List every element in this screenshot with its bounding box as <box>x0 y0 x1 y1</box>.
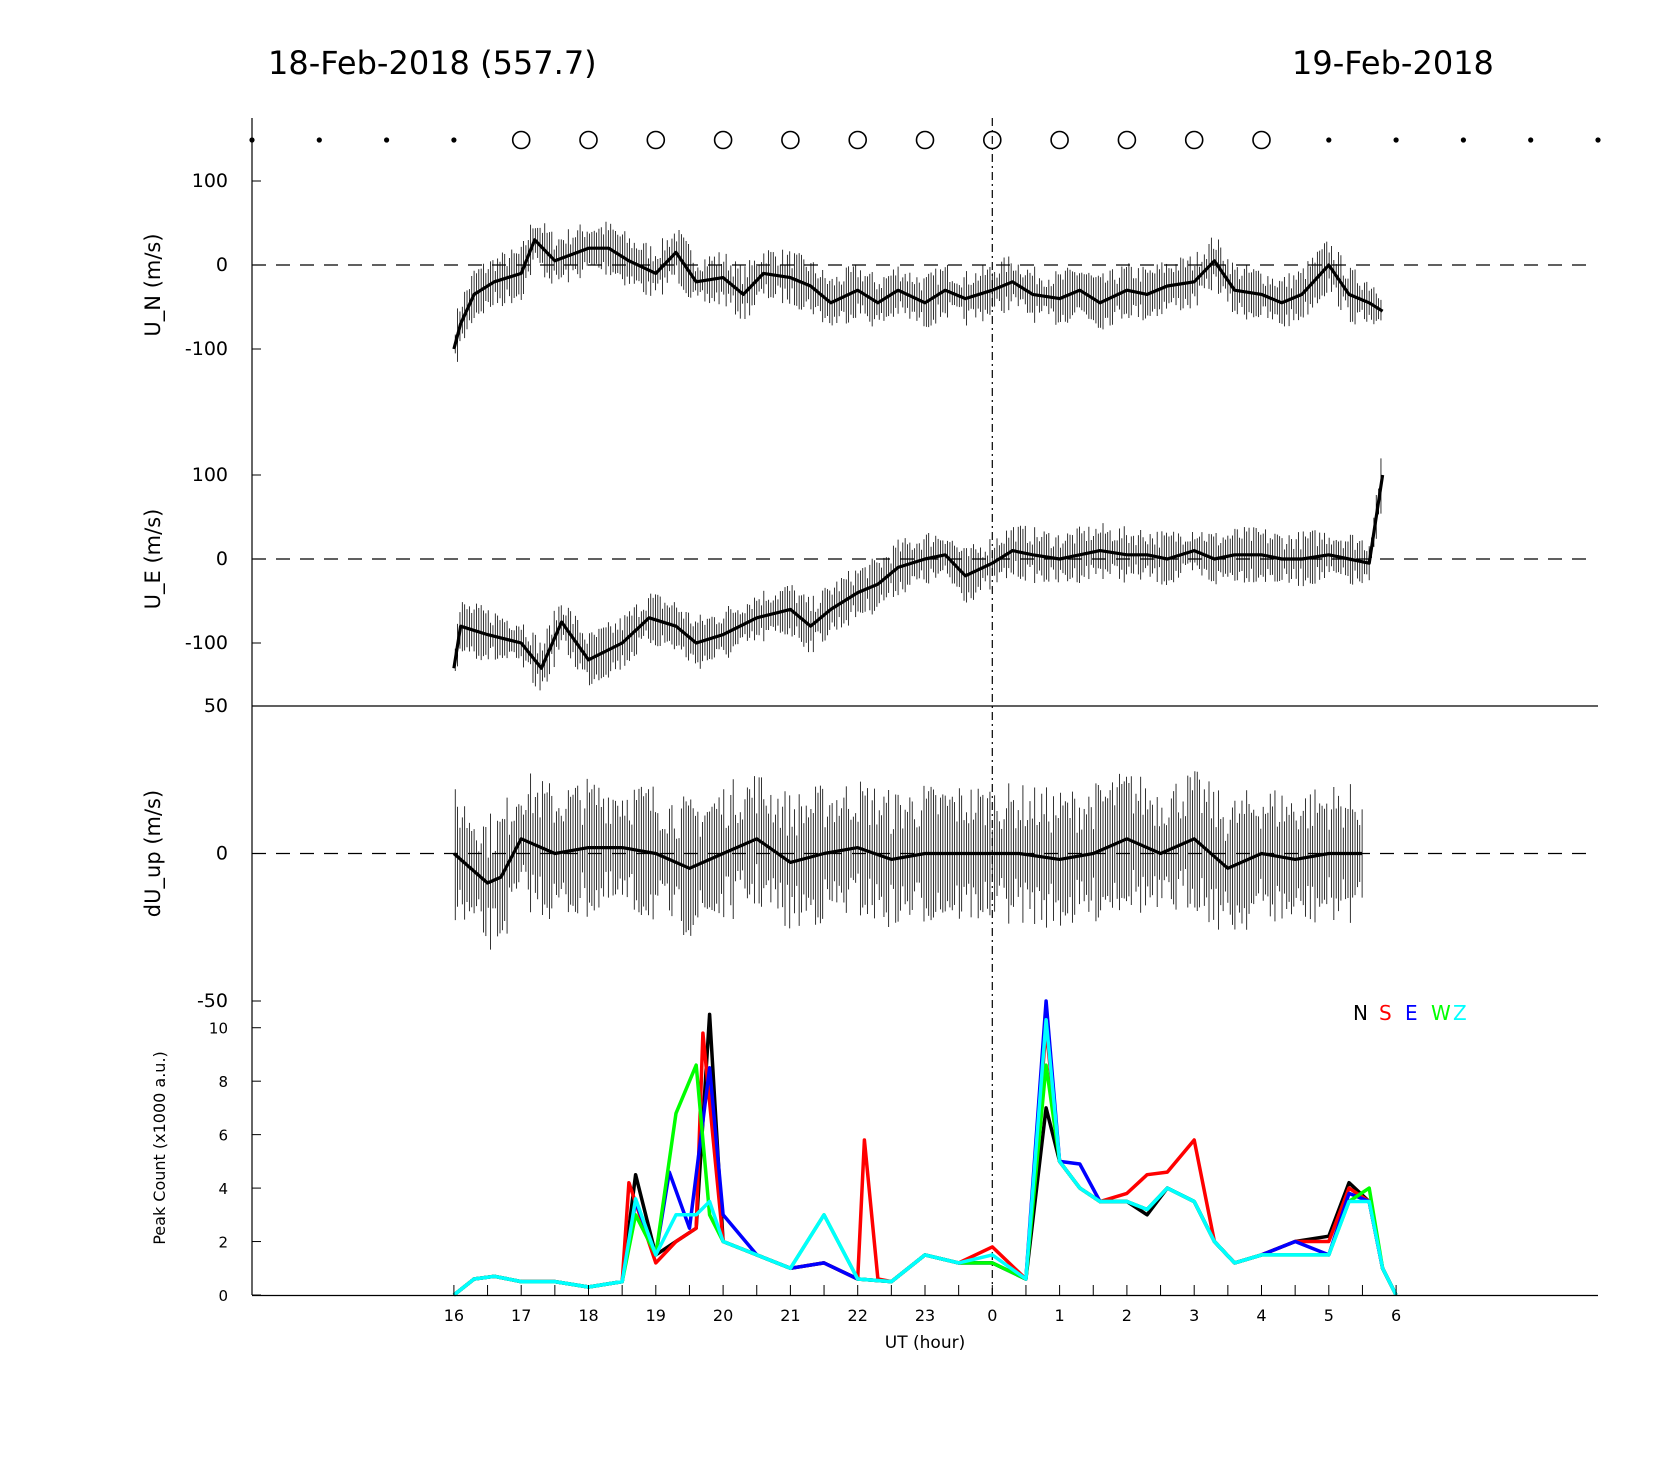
series-line-Z <box>452 1017 1398 1297</box>
marker-dot <box>451 137 457 143</box>
series-line-W <box>452 1063 1398 1297</box>
x-tick-label: 23 <box>915 1306 935 1325</box>
marker-circle <box>848 130 868 150</box>
y-tick-label: 8 <box>218 1073 228 1091</box>
y-tick-label: 0 <box>218 1287 228 1305</box>
x-tick-label: 6 <box>1391 1306 1401 1325</box>
marker-dot <box>1528 137 1534 143</box>
y-tick-label: 6 <box>218 1127 228 1145</box>
x-axis-label: UT (hour) <box>885 1333 965 1353</box>
marker-circle <box>1252 130 1271 150</box>
y-axis-label: U_N (m/s) <box>141 233 166 336</box>
y-tick-label: -100 <box>185 338 228 360</box>
series-line <box>452 837 1363 885</box>
panel-1: 100 0 -100 U_N (m/s) <box>141 170 1588 362</box>
x-tick-label: 18 <box>578 1306 598 1325</box>
y-tick-label: 100 <box>192 464 228 486</box>
y-axis-label: Peak Count (x1000 a.u.) <box>150 1051 169 1245</box>
series-line <box>452 474 1385 670</box>
x-tick-label: 5 <box>1324 1306 1334 1325</box>
marker-circle <box>982 130 1002 150</box>
y-tick-label: 10 <box>209 1020 228 1038</box>
x-tick-label: 1 <box>1055 1306 1065 1325</box>
y-tick-label: 4 <box>218 1180 228 1198</box>
marker-circle <box>579 130 598 150</box>
left-date-title: 18-Feb-2018 (557.7) <box>268 44 597 82</box>
marker-circle <box>781 130 800 150</box>
y-tick-label: -100 <box>185 632 228 654</box>
marker-dot <box>384 137 390 143</box>
marker-dot <box>1460 137 1466 143</box>
x-tick-label: 22 <box>848 1306 868 1325</box>
y-tick-label: 2 <box>218 1234 228 1252</box>
y-tick-label: 0 <box>216 548 228 570</box>
y-tick-label: 50 <box>204 695 228 717</box>
marker-circle <box>646 130 666 150</box>
panel-3: 50 0 -50 dU_up (m/s) <box>141 695 1588 1012</box>
x-tick-label: 3 <box>1189 1306 1199 1325</box>
right-date-title: 19-Feb-2018 <box>1292 44 1494 82</box>
marker-circle <box>713 130 733 150</box>
panel-2: 100 0 -100 U_E (m/s) <box>141 458 1588 691</box>
x-tick-label: 4 <box>1256 1306 1266 1325</box>
marker-circle <box>915 130 935 150</box>
y-tick-label: 100 <box>192 170 228 192</box>
legend-item-S: S <box>1379 1001 1392 1025</box>
x-tick-label: 2 <box>1122 1306 1132 1325</box>
x-tick-label: 21 <box>780 1306 800 1325</box>
series-line-E <box>452 999 1398 1297</box>
marker-dot <box>1393 137 1399 143</box>
legend-item-Z: Z <box>1453 1001 1467 1025</box>
x-tick-label: 20 <box>713 1306 733 1325</box>
legend-item-E: E <box>1405 1001 1418 1025</box>
marker-dot <box>1595 137 1601 143</box>
marker-dot <box>316 137 322 143</box>
panel-4: 0 2 4 6 8 10 Peak Count (x1000 a.u.) <box>150 999 1598 1305</box>
y-tick-label: 0 <box>216 843 228 865</box>
y-axis-label: U_E (m/s) <box>141 509 166 610</box>
y-tick-label: 0 <box>216 254 228 276</box>
x-tick-label: 16 <box>444 1306 464 1325</box>
x-tick-label: 19 <box>646 1306 666 1325</box>
series-line-N <box>452 1012 1398 1297</box>
x-tick-label: 17 <box>511 1306 531 1325</box>
marker-dot <box>249 137 255 143</box>
y-axis-label: dU_up (m/s) <box>141 790 166 917</box>
x-tick-label: 0 <box>987 1306 997 1325</box>
y-tick-label: -50 <box>197 990 228 1012</box>
marker-circle <box>1184 130 1204 150</box>
marker-circle <box>511 130 531 150</box>
marker-dot <box>1326 137 1332 143</box>
series-line <box>452 238 1384 350</box>
legend-item-W: W <box>1431 1001 1451 1025</box>
marker-circle <box>1050 130 1069 150</box>
marker-circle <box>1117 130 1137 150</box>
legend-item-N: N <box>1353 1001 1368 1025</box>
